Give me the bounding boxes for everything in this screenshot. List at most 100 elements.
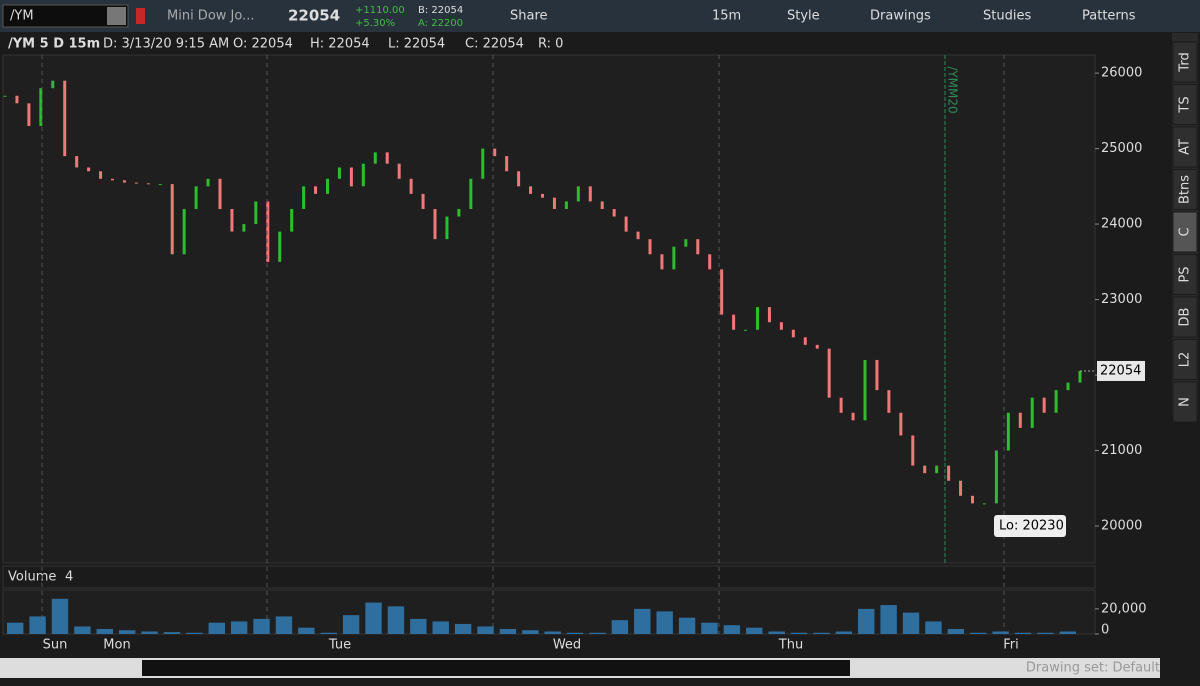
candle xyxy=(529,186,533,194)
candle xyxy=(1006,412,1010,451)
side-tab-label: PS xyxy=(1178,266,1193,282)
volume-bar xyxy=(186,632,203,634)
candle xyxy=(588,186,592,202)
volume-header xyxy=(2,565,1096,589)
candle xyxy=(1066,382,1070,391)
candle xyxy=(636,231,640,240)
link-tag[interactable] xyxy=(136,8,145,24)
volume-bar xyxy=(365,602,382,634)
candle xyxy=(122,180,126,183)
volume-bar xyxy=(813,632,830,634)
volume-bar xyxy=(275,616,293,634)
side-tab[interactable] xyxy=(1172,126,1198,168)
price-panel xyxy=(2,54,1096,564)
volume-bar xyxy=(522,630,539,634)
candle xyxy=(349,167,353,187)
candle xyxy=(182,208,186,255)
info-item: O: 22054 xyxy=(233,37,293,52)
candle xyxy=(541,193,544,198)
side-tab[interactable] xyxy=(1172,254,1198,295)
toolbar-button[interactable]: Studies xyxy=(983,9,1031,24)
side-tab-label: Btns xyxy=(1178,175,1193,204)
candle xyxy=(421,193,425,209)
candle xyxy=(517,171,521,187)
side-tab[interactable] xyxy=(1172,339,1198,380)
candle xyxy=(708,254,712,270)
x-tick-label: Tue xyxy=(328,638,351,653)
toolbar xyxy=(0,0,1200,32)
side-tab[interactable] xyxy=(1172,381,1198,423)
drawing-set: Drawing set: Default xyxy=(1026,661,1160,676)
candle xyxy=(803,337,807,345)
candle xyxy=(39,88,43,126)
candle xyxy=(600,201,604,209)
candle xyxy=(361,163,365,187)
toolbar-button[interactable]: Drawings xyxy=(870,9,931,24)
candle xyxy=(923,465,927,474)
side-tab[interactable] xyxy=(1172,296,1198,338)
info-item: /YM 5 D 15m xyxy=(8,37,100,52)
contract-label: /YMM20 xyxy=(946,66,960,113)
side-tab-label: AT xyxy=(1178,139,1193,155)
last-price-label: 22054 xyxy=(1100,363,1141,378)
side-tab[interactable] xyxy=(1172,169,1198,210)
candle xyxy=(27,103,31,126)
volume-bar xyxy=(970,632,987,634)
volume-bar xyxy=(902,612,920,634)
low-annotation: Lo: 20230 xyxy=(999,519,1064,534)
info-item: H: 22054 xyxy=(310,37,370,52)
scroll-thumb[interactable] xyxy=(142,660,850,676)
x-tick-label: Mon xyxy=(103,638,130,653)
side-tab[interactable] xyxy=(1172,41,1198,83)
side-tab-label: Trd xyxy=(1178,52,1193,72)
volume-bar xyxy=(1014,632,1032,634)
side-tab[interactable] xyxy=(1172,211,1198,253)
candle xyxy=(254,201,258,225)
volume-bar xyxy=(96,628,113,634)
toolbar-button[interactable]: 15m xyxy=(712,9,741,24)
candle xyxy=(242,224,246,232)
x-tick-label: Fri xyxy=(1003,638,1019,653)
candle xyxy=(373,152,377,164)
candle xyxy=(648,239,652,255)
candle xyxy=(756,307,759,330)
volume-bar xyxy=(634,608,651,634)
candle xyxy=(87,167,91,172)
candle xyxy=(1030,397,1034,428)
candle xyxy=(493,148,497,157)
volume-bar xyxy=(298,627,315,634)
volume-bar xyxy=(1037,632,1054,634)
candle xyxy=(982,503,986,505)
symbol-dropdown[interactable] xyxy=(107,7,126,25)
candle xyxy=(469,178,473,209)
candle xyxy=(887,390,891,413)
symbol-box[interactable] xyxy=(2,4,129,28)
candle xyxy=(266,201,270,262)
toolbar-button[interactable]: Patterns xyxy=(1082,9,1136,24)
side-tab[interactable] xyxy=(1172,84,1198,125)
candle xyxy=(302,186,306,209)
toolbar-button[interactable]: Style xyxy=(787,9,820,24)
candle xyxy=(684,239,688,247)
volume-bar xyxy=(320,632,337,634)
candle xyxy=(1054,390,1058,413)
last-price-box xyxy=(1097,360,1145,381)
candle xyxy=(218,178,222,209)
volume-bar xyxy=(947,628,965,634)
volume-bar xyxy=(163,632,181,634)
side-tab-label: DB xyxy=(1178,308,1193,327)
candle xyxy=(445,216,449,240)
volume-bar xyxy=(790,632,808,634)
candle xyxy=(791,329,795,338)
candle xyxy=(326,178,329,194)
info-item: C: 22054 xyxy=(465,37,524,52)
toolbar-button[interactable]: Share xyxy=(510,9,548,24)
info-item: L: 22054 xyxy=(388,37,445,52)
last-price: 22054 xyxy=(288,7,340,25)
bid: B: 22054 xyxy=(418,5,463,16)
candle xyxy=(194,186,198,209)
candle xyxy=(278,231,282,262)
candle xyxy=(1078,370,1082,383)
candle xyxy=(170,184,174,255)
volume-bar xyxy=(925,621,942,634)
